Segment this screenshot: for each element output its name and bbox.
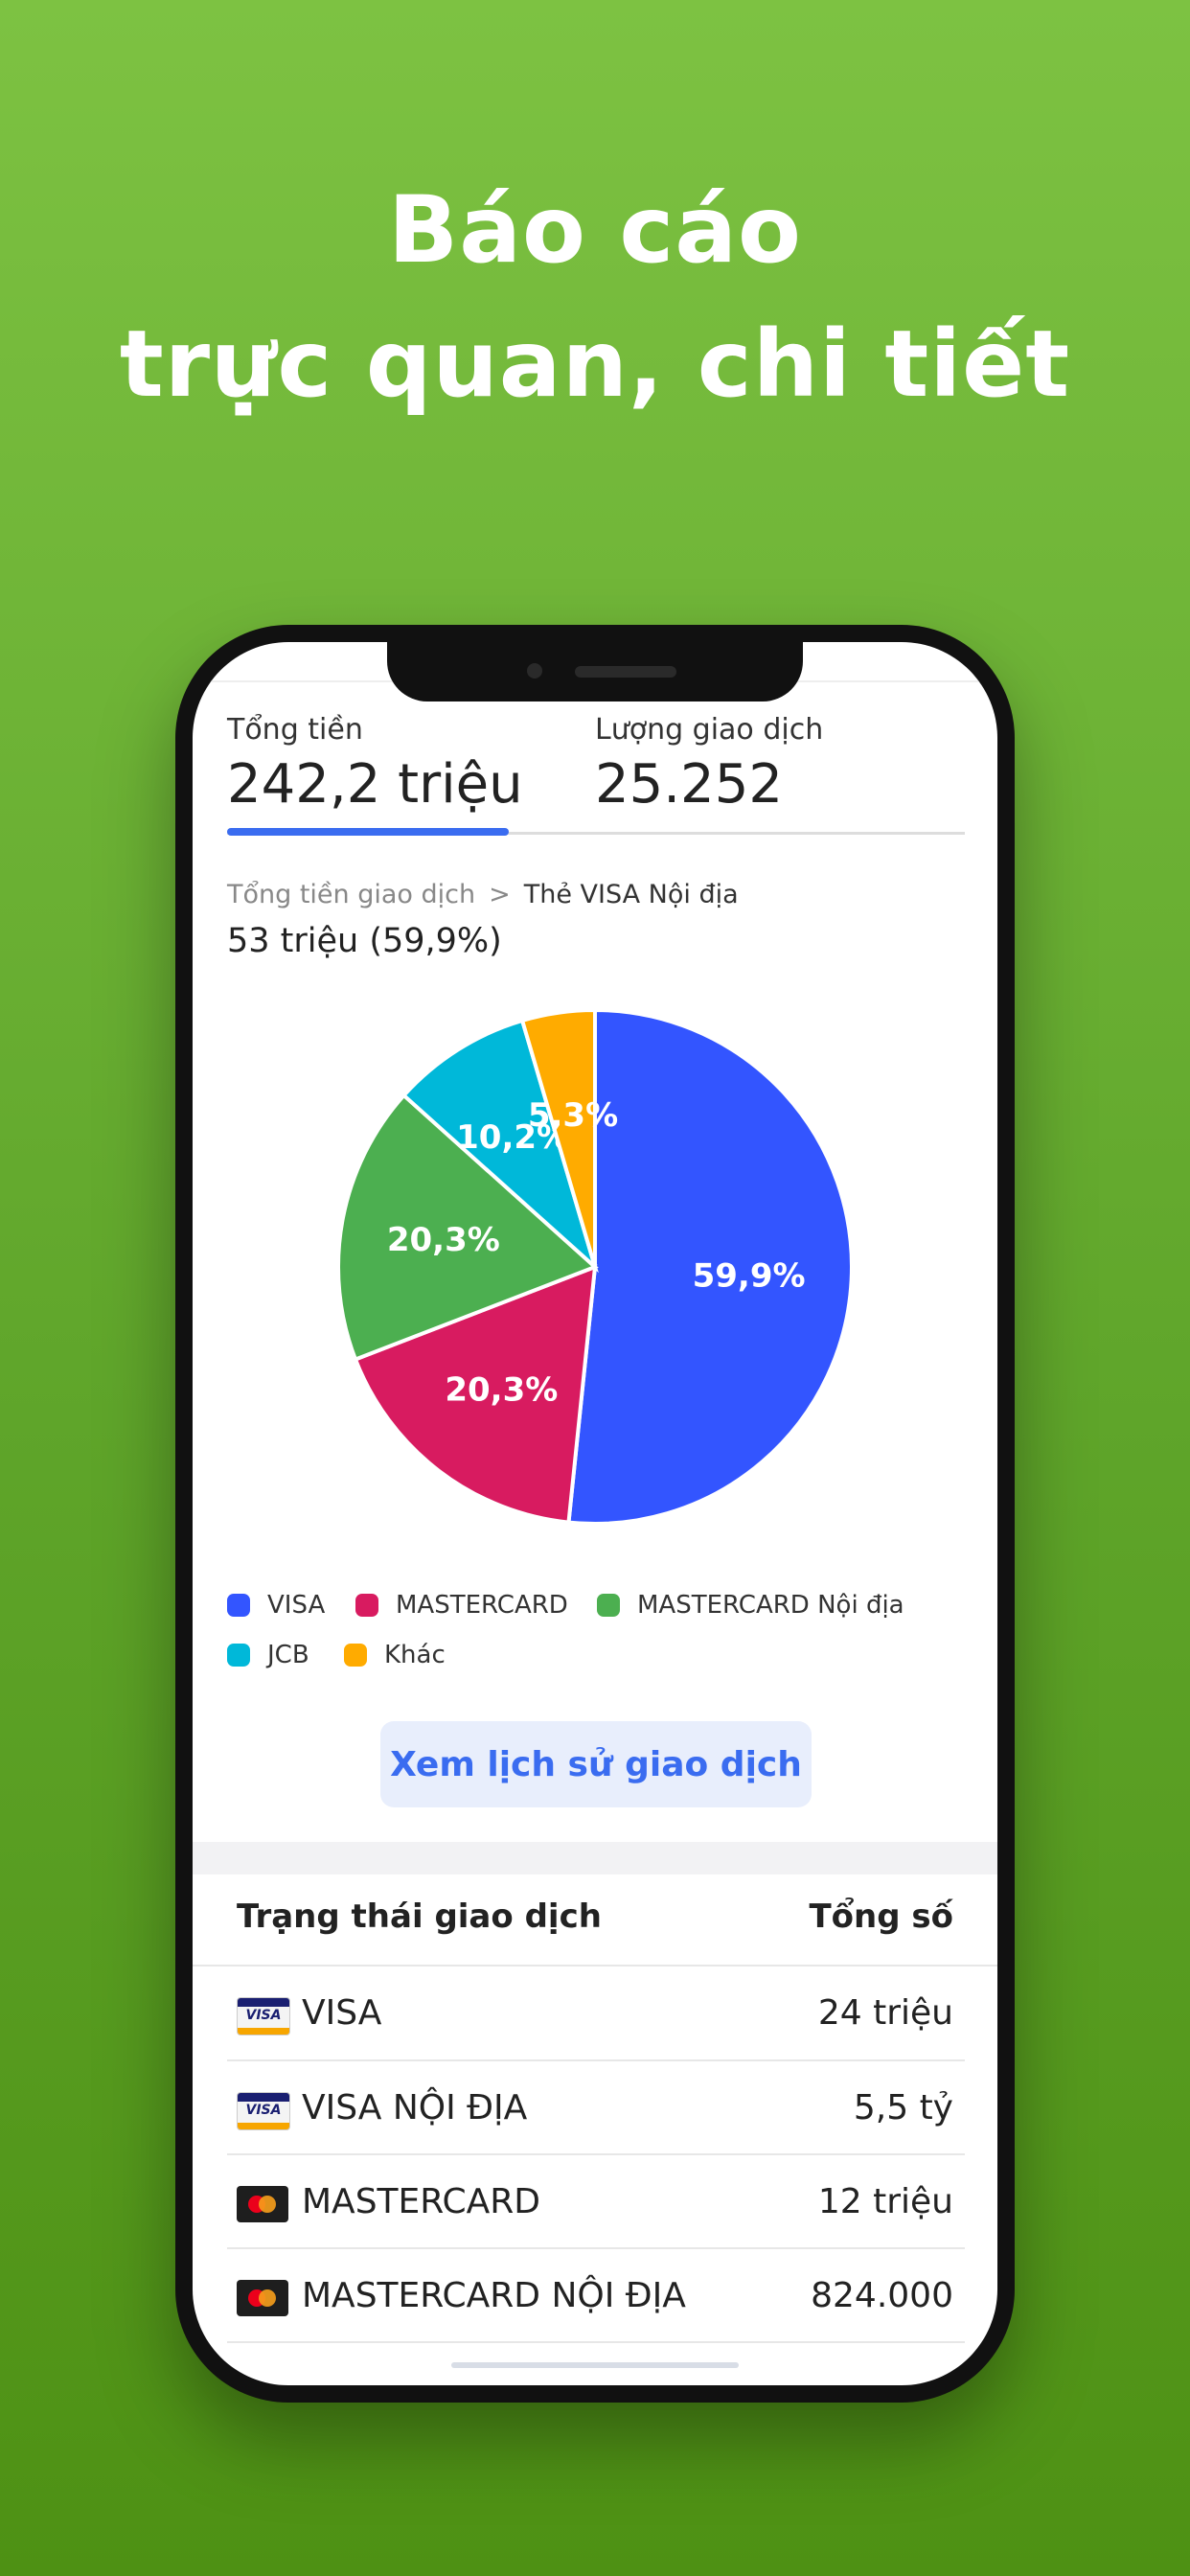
row-amount: 12 triệu [817,2182,953,2221]
row-card-name: MASTERCARD [302,2182,540,2221]
pie-slice-label-4: 5,3% [528,1096,618,1135]
pie-slice-0[interactable] [566,1007,854,1526]
legend-item-0[interactable]: VISA [227,1591,325,1620]
pie-slice-label-2: 20,3% [387,1221,500,1259]
row-divider [227,2247,965,2249]
phone-frame: Tổng tiền 242,2 triệu Lượng giao dịch 25… [175,625,1015,2403]
legend-item-1[interactable]: MASTERCARD [355,1591,568,1620]
tab-total-amount-value[interactable]: 242,2 triệu [227,753,523,816]
tab-transaction-count-label[interactable]: Lượng giao dịch [595,713,824,747]
headline: Báo cáo trực quan, chi tiết [0,163,1190,431]
phone-screen: Tổng tiền 242,2 triệu Lượng giao dịch 25… [193,642,997,2385]
table-row[interactable]: MASTERCARD NỘI ĐỊA 824.000 [237,2249,953,2343]
row-divider [227,2059,965,2061]
row-amount: 5,5 tỷ [853,2088,953,2128]
pie-slice-1[interactable] [353,1263,598,1525]
tab-transaction-count-value[interactable]: 25.252 [595,753,783,816]
legend-item-2[interactable]: MASTERCARD Nội địa [597,1591,904,1620]
speaker-icon [575,666,676,678]
column-status-header: Trạng thái giao dịch [237,1898,602,1936]
legend-swatch-4 [344,1644,367,1667]
mastercard-icon [237,2280,288,2316]
tabs-underline [227,832,965,835]
visa-card-icon: VISA [237,2092,290,2130]
tab-total-amount-label[interactable]: Tổng tiền [227,713,363,747]
pie-slice-label-1: 20,3% [445,1371,558,1410]
legend-label-1: MASTERCARD [396,1591,568,1620]
row-amount: 824.000 [811,2276,953,2315]
pie-slice-3[interactable] [400,1018,599,1274]
row-amount: 24 triệu [817,1993,953,2033]
pie-chart[interactable]: 59,9% 20,3% 20,3% 10,2%5,3% [327,999,863,1535]
pie-slice-4[interactable] [519,1007,597,1268]
breadcrumb-parent[interactable]: Tổng tiền giao dịch [227,880,476,909]
phone-notch [387,642,803,702]
row-divider [193,1965,997,1966]
pie-slice-2[interactable] [336,1092,599,1363]
mastercard-icon [237,2186,288,2222]
table-row[interactable]: VISA VISA 24 triệu [237,1966,953,2060]
legend-label-0: VISA [267,1591,326,1620]
column-total-header: Tổng số [809,1898,953,1936]
breadcrumb-separator: > [489,880,511,909]
legend-label-2: MASTERCARD Nội địa [637,1591,904,1620]
visa-card-icon: VISA [237,1997,290,2036]
legend-swatch-0 [227,1594,250,1617]
row-card-name: VISA [302,1993,382,2033]
legend-swatch-2 [597,1594,620,1617]
table-row[interactable]: VISA VISA NỘI ĐỊA 5,5 tỷ [237,2061,953,2155]
row-card-name: VISA NỘI ĐỊA [302,2088,528,2128]
legend-item-4[interactable]: Khác [344,1641,446,1669]
active-tab-indicator [227,828,509,836]
pie-slice-label-0: 59,9% [693,1256,806,1295]
row-divider [227,2153,965,2155]
breadcrumb-current: Thẻ VISA Nội địa [523,880,739,909]
legend-item-3[interactable]: JCB [227,1641,309,1669]
breadcrumb: Tổng tiền giao dịch > Thẻ VISA Nội địa [227,880,739,909]
pie-slice-label-3: 10,2% [456,1118,569,1157]
headline-line-2: trực quan, chi tiết [119,310,1071,418]
selected-segment-value: 53 triệu (59,9%) [227,922,502,960]
row-divider [227,2341,965,2343]
legend-swatch-1 [355,1594,378,1617]
legend-swatch-3 [227,1644,250,1667]
section-divider [193,1842,997,1874]
headline-line-1: Báo cáo [388,176,802,284]
view-transaction-history-button[interactable]: Xem lịch sử giao dịch [380,1721,812,1807]
row-card-name: MASTERCARD NỘI ĐỊA [302,2276,686,2315]
legend-label-4: Khác [384,1641,446,1669]
home-indicator [451,2362,739,2368]
table-row[interactable]: MASTERCARD 12 triệu [237,2155,953,2249]
legend-label-3: JCB [267,1641,309,1669]
camera-icon [527,663,542,678]
